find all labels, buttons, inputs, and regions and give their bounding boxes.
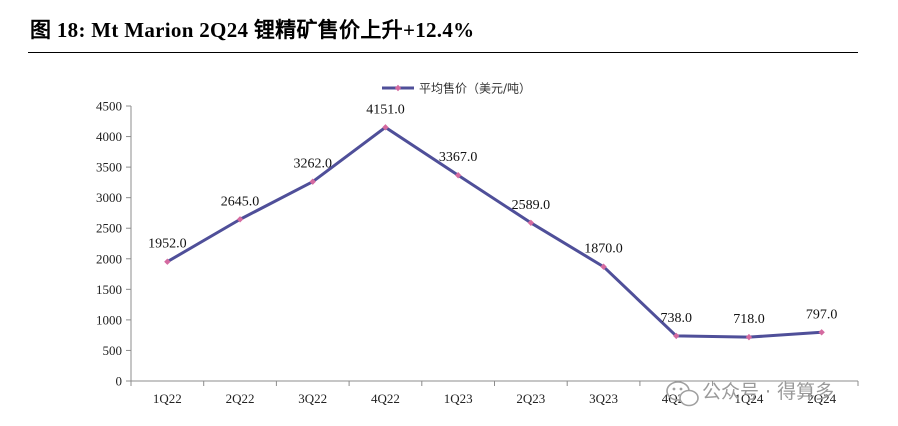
- data-label: 2645.0: [221, 194, 260, 209]
- y-tick-label: 500: [103, 343, 123, 358]
- legend-label-0: 平均售价（美元/吨）: [419, 81, 531, 96]
- data-point: [673, 332, 680, 340]
- watermark: 公众号 · 得算多: [666, 381, 834, 407]
- legend-marker-swatch: [394, 84, 402, 92]
- data-point: [745, 333, 753, 341]
- x-tick-label: 1Q22: [153, 391, 182, 406]
- data-label: 718.0: [733, 312, 765, 327]
- data-label: 3367.0: [439, 150, 478, 165]
- data-point: [236, 216, 244, 223]
- data-label: 1870.0: [584, 242, 623, 257]
- data-point: [600, 263, 607, 270]
- x-tick-label: 1Q23: [444, 391, 473, 406]
- x-tick-label: 3Q23: [589, 391, 618, 406]
- data-label: 3262.0: [294, 157, 333, 172]
- y-tick-label: 4500: [96, 99, 122, 114]
- data-point: [454, 172, 462, 179]
- y-tick-label: 2000: [96, 251, 122, 266]
- wechat-icon: [666, 381, 699, 407]
- series-layer: 1952.0 2645.0 3262.0 4151.0 3367.0 2589.0 1870…: [148, 102, 838, 341]
- data-label: 2589.0: [512, 198, 551, 213]
- x-tick-label: 3Q22: [298, 391, 327, 406]
- legend: 平均售价（美元/吨）: [382, 81, 531, 96]
- data-label: 1952.0: [148, 237, 187, 252]
- y-tick-label: 4000: [96, 129, 122, 144]
- x-tick-label: 4Q22: [371, 391, 400, 406]
- y-tick-label: 3000: [96, 190, 122, 205]
- y-tick-label: 0: [116, 374, 123, 389]
- y-tick-label: 2500: [96, 221, 122, 236]
- y-tick-label: 1500: [96, 282, 122, 297]
- y-tick-label: 1000: [96, 312, 122, 327]
- x-tick-label: 2Q23: [516, 391, 545, 406]
- series-line: [166, 125, 822, 339]
- data-label: 797.0: [806, 307, 838, 322]
- title-divider: [28, 52, 858, 53]
- watermark-text: 公众号 · 得算多: [702, 381, 834, 403]
- data-label: 738.0: [661, 311, 693, 326]
- data-point: [527, 219, 535, 226]
- axes: 0 500 1000 1500 2000 2500 3000 3500 4000 4500 1Q22…: [96, 99, 859, 406]
- data-point: [382, 124, 389, 131]
- chart-title: 图 18: Mt Marion 2Q24 锂精矿售价上升+12.4%: [30, 18, 475, 42]
- data-point: [309, 178, 316, 185]
- x-tick-label: 1Q24: [735, 391, 764, 406]
- y-tick-label: 3500: [96, 160, 122, 175]
- data-point: [164, 258, 171, 265]
- x-tick-label: 2Q22: [226, 391, 255, 406]
- data-label: 4151.0: [366, 102, 405, 117]
- data-point: [818, 329, 825, 336]
- x-tick-label: 2Q24: [807, 391, 836, 406]
